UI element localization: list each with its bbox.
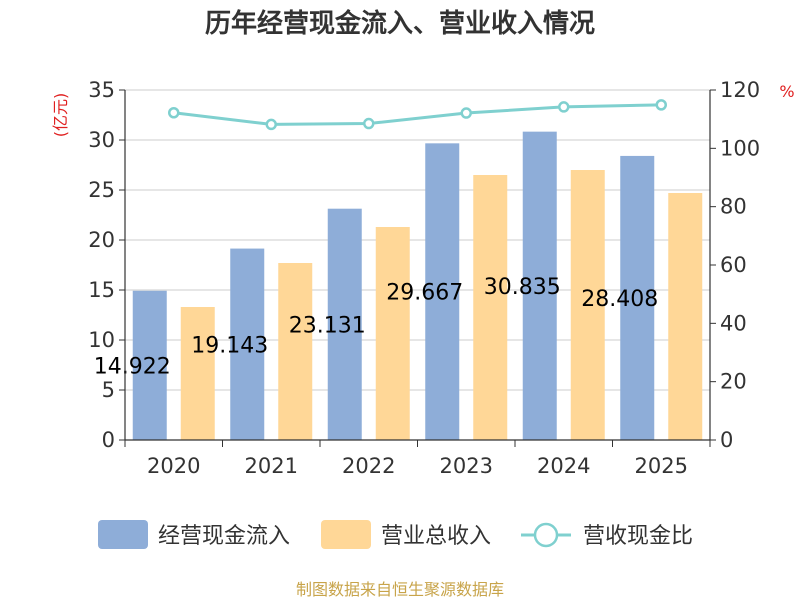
bar-cash-inflow: [327, 208, 362, 440]
left-tick-label: 5: [102, 378, 115, 402]
left-tick-label: 35: [88, 78, 115, 102]
data-label-cash-inflow: 19.143: [191, 333, 268, 358]
ratio-point: [460, 107, 472, 119]
x-tick-label: 2020: [147, 454, 200, 478]
right-tick-label: 40: [720, 311, 747, 335]
line-layer: [168, 99, 667, 131]
chart-title: 历年经营现金流入、营业收入情况: [205, 8, 595, 39]
left-tick-label: 15: [88, 278, 115, 302]
left-tick-label: 20: [88, 228, 115, 252]
legend-label-ratio: 营收现金比: [583, 524, 693, 549]
data-label-cash-inflow: 30.835: [484, 275, 561, 300]
data-label-layer: 14.922 19.143 23.131 29.667 30.835 28.408: [94, 275, 658, 380]
ratio-point: [363, 117, 375, 130]
x-tick-label: 2024: [537, 454, 590, 478]
bar-cash-inflow: [230, 248, 265, 440]
bar-cash-inflow: [620, 155, 655, 441]
right-tick-label: 80: [720, 195, 747, 219]
bar-revenue: [278, 263, 313, 440]
right-axis-unit: %: [779, 82, 794, 101]
grid-layer: [125, 89, 710, 391]
bar-cash-inflow: [522, 131, 557, 440]
legend: 经营现金流入 营业总收入 营收现金比: [98, 520, 693, 549]
x-tick-label: 2023: [440, 454, 493, 478]
left-tick-label: 25: [88, 178, 115, 202]
left-axis-unit: (亿元): [51, 93, 70, 138]
data-label-cash-inflow: 23.131: [289, 313, 366, 338]
ratio-point: [558, 101, 570, 113]
legend-label-revenue: 营业总收入: [381, 524, 491, 549]
x-tick-label: 2021: [245, 454, 298, 478]
bar-revenue: [473, 175, 508, 440]
bar-revenue: [180, 307, 215, 440]
x-tick-label: 2022: [342, 454, 395, 478]
bar-cash-inflow: [132, 290, 167, 440]
legend-label-cash-inflow: 经营现金流入: [158, 524, 290, 549]
data-label-cash-inflow: 28.408: [581, 287, 658, 312]
ratio-point: [265, 118, 277, 131]
left-tick-label: 10: [88, 328, 115, 352]
left-tick-label: 30: [88, 128, 115, 152]
right-tick-label: 0: [720, 428, 733, 452]
bar-revenue: [668, 193, 703, 440]
legend-swatch-ratio-marker: [533, 522, 559, 548]
x-tick-label: 2025: [635, 454, 688, 478]
bar-revenue: [570, 170, 605, 440]
right-tick-label: 20: [720, 370, 747, 394]
data-label-cash-inflow: 14.922: [94, 354, 171, 379]
legend-swatch-cash-inflow: [98, 520, 148, 549]
right-tick-label: 60: [720, 253, 747, 277]
right-tick-label: 120: [720, 78, 760, 102]
legend-swatch-revenue: [321, 520, 371, 549]
right-tick-label: 100: [720, 136, 760, 160]
ratio-point: [168, 107, 180, 119]
ratio-line: [173, 103, 662, 126]
bar-layer: [132, 131, 703, 441]
left-tick-label: 0: [102, 428, 115, 452]
data-label-cash-inflow: 29.667: [386, 281, 463, 306]
source-note: 制图数据来自恒生聚源数据库: [296, 580, 504, 599]
bar-revenue: [375, 227, 410, 440]
bar-cash-inflow: [425, 143, 460, 440]
ratio-point: [655, 99, 667, 111]
